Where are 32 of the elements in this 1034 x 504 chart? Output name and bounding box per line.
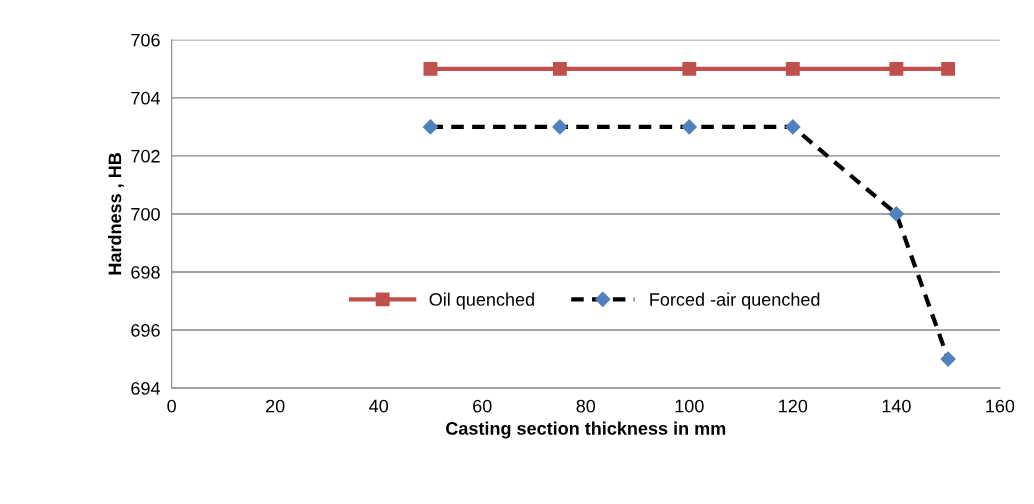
legend-label: Forced -air quenched [650, 292, 820, 310]
legend-label: Oil quenched [429, 292, 534, 310]
x-tick-label: 80 [576, 399, 596, 413]
x-tick-label: 120 [779, 399, 808, 413]
x-axis-title: Casting section thickness in mm [446, 421, 726, 439]
point [785, 61, 800, 76]
point [552, 119, 568, 135]
point [682, 61, 697, 76]
point [681, 119, 697, 135]
x-tick-label: 140 [882, 399, 911, 413]
x-tick-label: 160 [986, 399, 1015, 413]
point [888, 206, 904, 222]
point [941, 61, 956, 76]
x-tick-label: 100 [675, 399, 704, 413]
x-tick-label: 0 [167, 399, 176, 413]
y-axis-title: Hardness , HB [108, 153, 124, 275]
y-tick-label: 704 [131, 91, 161, 105]
point [785, 119, 801, 135]
point [423, 61, 438, 76]
x-tick-label: 40 [369, 399, 389, 413]
point [422, 119, 439, 135]
y-tick-label: 700 [131, 207, 160, 221]
y-tick-label: 696 [131, 323, 160, 337]
y-tick-label: 706 [131, 33, 160, 47]
y-tick-label: 698 [131, 265, 160, 279]
point [940, 351, 956, 367]
point [889, 61, 904, 76]
x-tick-label: 60 [473, 399, 492, 413]
x-tick-label: 20 [266, 399, 285, 413]
y-tick-label: 702 [131, 149, 160, 163]
point [552, 61, 567, 76]
y-tick-label: 694 [131, 382, 161, 395]
